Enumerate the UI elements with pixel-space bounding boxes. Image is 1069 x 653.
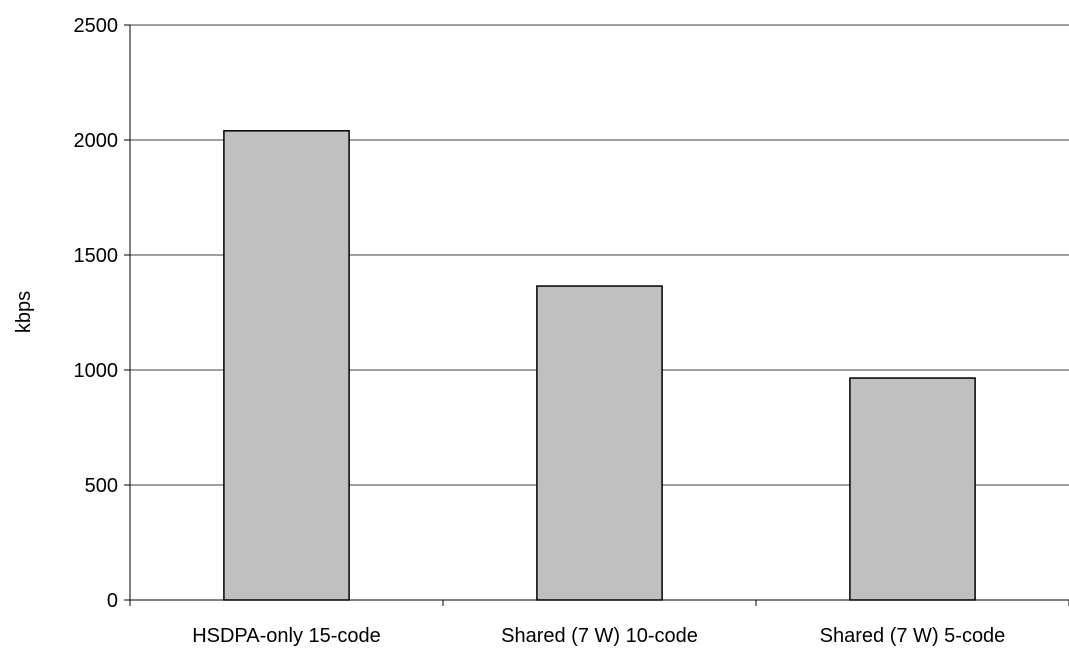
y-tick-label: 0 <box>107 590 118 612</box>
y-tick-label: 1000 <box>74 360 119 382</box>
x-tick-label: Shared (7 W) 10-code <box>501 625 698 647</box>
y-tick-label: 500 <box>85 475 118 497</box>
y-axis-title: kbps <box>13 291 35 333</box>
y-axis-ticks: 0 500 1000 1500 2000 2500 <box>74 15 130 612</box>
y-tick-label: 1500 <box>74 245 119 267</box>
y-tick-label: 2500 <box>74 15 119 37</box>
bar-3 <box>849 377 976 601</box>
bar-2 <box>536 285 663 601</box>
bars <box>223 130 976 601</box>
x-tick-label: Shared (7 W) 5-code <box>820 625 1006 647</box>
bar-1 <box>223 130 350 601</box>
x-axis-ticks: HSDPA-only 15-code Shared (7 W) 10-code Sh… <box>129 600 1069 647</box>
x-tick-label: HSDPA-only 15-code <box>192 625 381 647</box>
y-tick-label: 2000 <box>74 130 119 152</box>
